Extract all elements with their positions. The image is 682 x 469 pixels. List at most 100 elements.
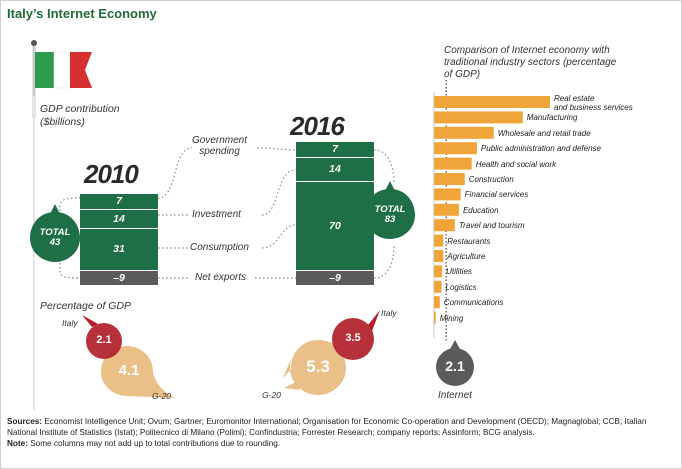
sector-label-line: Wholesale and retail trade xyxy=(497,128,591,138)
bar-2016-government xyxy=(296,142,374,157)
sector-bar-14 xyxy=(434,311,436,324)
sector-label-0: Real estate and business services xyxy=(554,94,633,112)
total-2010-text: TOTAL 43 xyxy=(39,227,71,248)
label-investment: Investment xyxy=(192,209,241,220)
gdp-chart xyxy=(30,40,415,410)
sector-label-5: Construction xyxy=(469,175,514,184)
sector-bar-0 xyxy=(434,96,550,108)
value-2010-consumption: 31 xyxy=(113,243,125,255)
internet-value: 2.1 xyxy=(445,358,465,374)
sector-label-12: Logistics xyxy=(446,283,477,292)
connector-total-2016-top xyxy=(373,149,395,184)
sector-label-1: Manufacturing xyxy=(527,113,578,122)
internet-label: Internet xyxy=(438,390,472,401)
sector-label-10: Agriculture xyxy=(447,252,485,261)
sector-bar-chart xyxy=(433,80,550,386)
label-consumption: Consumption xyxy=(190,242,249,253)
sector-label-line: Financial services xyxy=(464,190,529,200)
g20-label-2010: G-20 xyxy=(152,391,171,401)
italy-label-2016: Italy xyxy=(381,308,397,318)
sector-bar-3 xyxy=(434,142,477,155)
sector-bar-4 xyxy=(434,157,472,170)
flag-green-stripe xyxy=(35,52,54,88)
value-2010-government: 7 xyxy=(116,195,122,207)
sector-bar-10 xyxy=(434,250,444,262)
year-2016-label: 2016 xyxy=(290,111,345,141)
sector-bar-2 xyxy=(434,126,494,139)
sector-bar-12 xyxy=(434,280,442,293)
sector-bar-11 xyxy=(434,265,443,278)
sector-label-11: Utilities xyxy=(446,267,472,276)
sector-label-line: Construction xyxy=(468,175,514,184)
italy-2016-value: 3.5 xyxy=(345,332,361,344)
italy-label-2010: Italy xyxy=(62,318,78,328)
bar-2016-netexports xyxy=(296,271,374,285)
bubble-italy-2010 xyxy=(86,323,122,359)
internet-bubble-tail xyxy=(450,340,460,349)
value-2016-netexports: –9 xyxy=(329,272,341,284)
bar-2010-investment xyxy=(80,210,158,228)
flag-white-stripe xyxy=(53,51,71,89)
flag-red-stripe xyxy=(70,52,92,88)
sector-label-7: Education xyxy=(463,206,499,215)
g20-label-2016: G-20 xyxy=(262,390,281,400)
connector-government-2010 xyxy=(157,147,193,199)
sector-bar-5 xyxy=(434,173,465,185)
sector-bar-1 xyxy=(434,111,523,124)
sector-bar-6 xyxy=(434,188,461,201)
bar-2016-consumption xyxy=(296,182,374,270)
sector-label-14: Mining xyxy=(440,314,464,323)
sector-label-9: Restaurants xyxy=(447,237,490,246)
sector-label-2: Wholesale and retail trade xyxy=(498,129,591,138)
bubble-g20-2010 xyxy=(101,346,175,398)
value-2016-investment: 14 xyxy=(329,163,341,175)
label-net-exports: Net exports xyxy=(195,272,247,283)
sector-label-6: Financial services xyxy=(465,190,529,199)
value-2016-government: 7 xyxy=(332,143,338,155)
sector-label-8: Travel and tourism xyxy=(459,221,525,230)
gdp-label: GDP contribution ($billions) xyxy=(40,103,120,128)
sector-label-line: Agriculture xyxy=(447,252,486,261)
bar-2010-government xyxy=(80,194,158,209)
sector-bar-8 xyxy=(434,219,455,232)
sector-label-3: Public administration and defense xyxy=(481,144,601,153)
sector-label-line: Mining xyxy=(439,313,464,323)
flag-pole-knob xyxy=(31,40,37,46)
sector-label-line: Travel and tourism xyxy=(458,221,525,231)
connector-investment-2016 xyxy=(261,169,297,216)
total-2016-text: TOTAL 83 xyxy=(374,204,406,225)
sector-label-line: Manufacturing xyxy=(526,113,578,123)
sector-label-line: Utilities xyxy=(446,267,472,277)
sector-label-line: Communications xyxy=(443,298,504,308)
value-2016-consumption: 70 xyxy=(329,220,341,232)
connector-government-2016 xyxy=(256,147,297,151)
sector-label-line: Health and social work xyxy=(475,159,557,169)
value-2010-investment: 14 xyxy=(113,213,125,225)
year-2010-label: 2010 xyxy=(84,159,139,189)
sector-label-line: and business services xyxy=(554,103,633,112)
sector-bar-9 xyxy=(434,234,444,247)
connector-total-2010-bottom xyxy=(59,255,81,279)
sector-label-line: Logistics xyxy=(445,282,477,292)
italy-2010-value: 2.1 xyxy=(96,334,112,346)
sector-label-line: Education xyxy=(462,205,499,215)
sector-bar-13 xyxy=(434,296,440,309)
comparison-heading: Comparison of Internet economy with trad… xyxy=(444,45,617,80)
connector-consumption-2016 xyxy=(261,224,297,249)
sector-label-line: Real estate xyxy=(554,94,595,103)
total-badge-2010 xyxy=(30,204,80,262)
sources-note: Sources: Economist Intelligence Unit; Ov… xyxy=(7,417,647,448)
bubble-italy-2010-tail xyxy=(82,315,98,327)
internet-bubble xyxy=(436,348,474,386)
connector-netexports-right xyxy=(373,244,395,279)
g20-2010-value: 4.1 xyxy=(118,362,140,379)
g20-2016-value: 5.3 xyxy=(306,357,330,376)
bar-2016-investment xyxy=(296,158,374,181)
value-2010-netexports: –9 xyxy=(113,272,125,284)
figure-title: Italy’s Internet Economy xyxy=(7,6,157,21)
bar-2010-consumption xyxy=(80,229,158,270)
sector-bar-7 xyxy=(434,203,459,216)
bubble-italy-2016-tail xyxy=(368,310,380,331)
bubble-italy-2016 xyxy=(332,318,374,360)
sector-label-line: Public administration and defense xyxy=(480,144,601,154)
